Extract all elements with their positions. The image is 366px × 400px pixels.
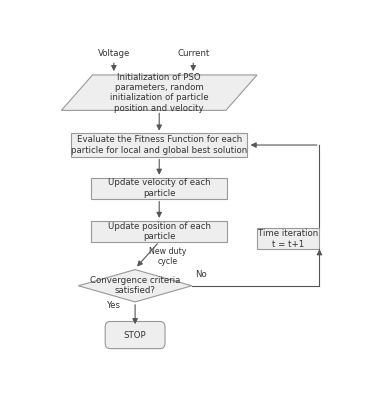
FancyBboxPatch shape	[71, 134, 247, 156]
Text: Current: Current	[177, 49, 209, 58]
FancyBboxPatch shape	[105, 322, 165, 349]
Text: Update position of each
particle: Update position of each particle	[108, 222, 211, 241]
Text: No: No	[195, 270, 206, 279]
Text: New duty
cycle: New duty cycle	[149, 247, 186, 266]
Polygon shape	[61, 75, 257, 110]
Polygon shape	[78, 270, 192, 302]
Text: Yes: Yes	[107, 302, 121, 310]
Text: Evaluate the Fitness Function for each
particle for local and global best soluti: Evaluate the Fitness Function for each p…	[71, 135, 247, 155]
FancyBboxPatch shape	[91, 178, 227, 199]
Text: Voltage: Voltage	[98, 49, 130, 58]
Text: Time iteration
t = t+1: Time iteration t = t+1	[258, 229, 318, 249]
Text: STOP: STOP	[124, 330, 146, 340]
Text: Update velocity of each
particle: Update velocity of each particle	[108, 178, 210, 198]
FancyBboxPatch shape	[91, 221, 227, 242]
Text: Convergence criteria
satisfied?: Convergence criteria satisfied?	[90, 276, 180, 296]
Text: Initialization of PSO
parameters, random
initialization of particle
position and: Initialization of PSO parameters, random…	[110, 72, 209, 113]
FancyBboxPatch shape	[257, 228, 320, 250]
